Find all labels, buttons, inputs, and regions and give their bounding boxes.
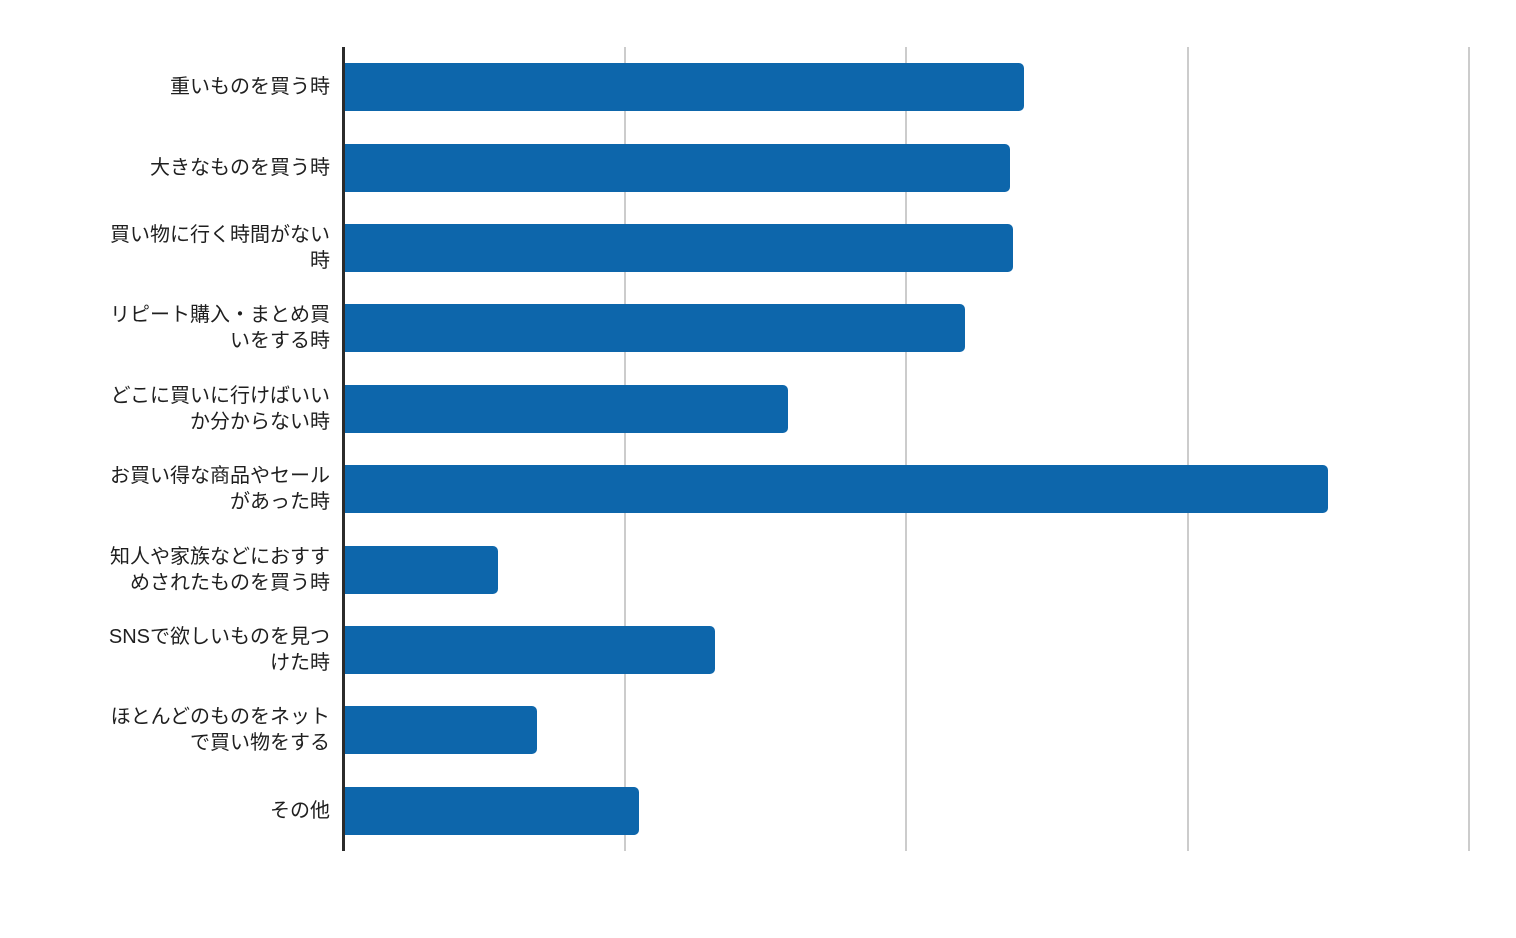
gridline bbox=[905, 47, 907, 851]
plot-area bbox=[343, 47, 1470, 851]
bar bbox=[343, 63, 1025, 112]
bar-track bbox=[343, 465, 1469, 514]
chart-row: その他 bbox=[0, 771, 1469, 851]
bar bbox=[343, 143, 1011, 192]
category-label: 知人や家族などにおすす めされたものを買う時 bbox=[110, 545, 330, 594]
chart-row: ほとんどのものをネット で買い物をする bbox=[0, 690, 1469, 770]
category-label: 買い物に行く時間がない 時 bbox=[110, 224, 330, 273]
bar-track bbox=[343, 143, 1469, 192]
chart-row: どこに買いに行けばいい か分からない時 bbox=[0, 369, 1469, 449]
chart-row: お買い得な商品やセール があった時 bbox=[0, 449, 1469, 529]
chart-row: 重いものを買う時 bbox=[0, 47, 1469, 127]
bar bbox=[343, 706, 538, 755]
chart-row: 買い物に行く時間がない 時 bbox=[0, 208, 1469, 288]
gridline bbox=[1468, 47, 1470, 851]
bar bbox=[343, 626, 715, 675]
bar bbox=[343, 304, 966, 353]
category-label: ほとんどのものをネット で買い物をする bbox=[110, 706, 330, 755]
bar bbox=[343, 384, 788, 433]
chart-row: SNSで欲しいものを見つ けた時 bbox=[0, 610, 1469, 690]
category-label: 大きなものを買う時 bbox=[150, 156, 330, 179]
category-label: 重いものを買う時 bbox=[170, 76, 330, 99]
y-axis-line bbox=[342, 47, 345, 851]
gridline bbox=[1186, 47, 1189, 851]
category-label: どこに買いに行けばいい か分からない時 bbox=[110, 384, 330, 433]
bar-track bbox=[343, 224, 1469, 273]
bar-track bbox=[343, 304, 1469, 353]
bar bbox=[343, 786, 639, 835]
bar-track bbox=[343, 786, 1469, 835]
chart-rows: 重いものを買う時 大きなものを買う時 買い物に行く時間がない 時 リピート購入・… bbox=[0, 47, 1469, 851]
bar bbox=[343, 465, 1329, 514]
chart-row: 知人や家族などにおすす めされたものを買う時 bbox=[0, 529, 1469, 609]
category-label: リピート購入・まとめ買 いをする時 bbox=[110, 304, 330, 353]
bar bbox=[343, 224, 1013, 273]
category-label: SNSで欲しいものを見つ けた時 bbox=[108, 626, 330, 675]
bar bbox=[343, 545, 498, 594]
bar-track bbox=[343, 545, 1469, 594]
bar-track bbox=[343, 384, 1469, 433]
bar-track bbox=[343, 706, 1469, 755]
bar-track bbox=[343, 626, 1469, 675]
category-label: その他 bbox=[270, 799, 330, 822]
category-label: お買い得な商品やセール があった時 bbox=[110, 465, 330, 514]
chart-row: リピート購入・まとめ買 いをする時 bbox=[0, 288, 1469, 368]
bar-track bbox=[343, 63, 1469, 112]
chart-row: 大きなものを買う時 bbox=[0, 127, 1469, 207]
gridline bbox=[623, 47, 626, 851]
